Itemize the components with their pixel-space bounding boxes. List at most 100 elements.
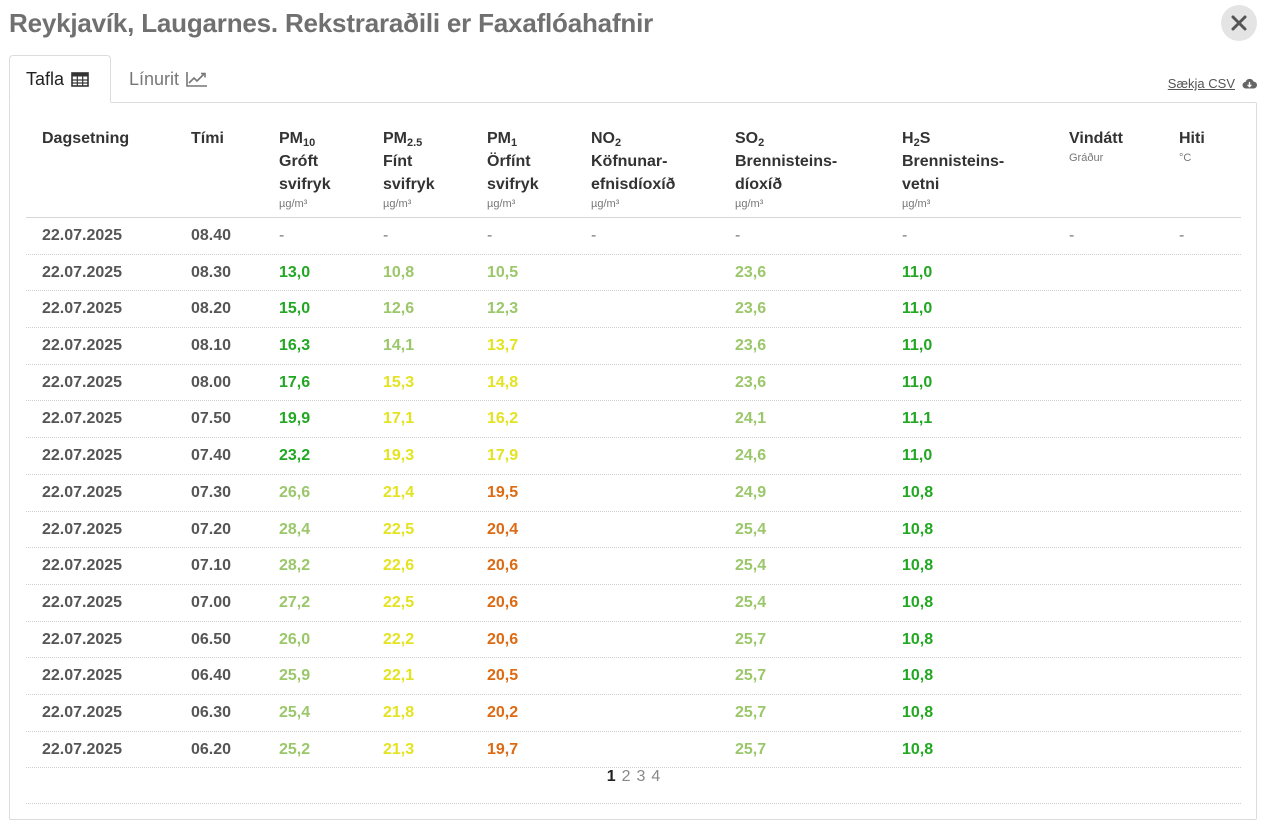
cell-date: 22.07.2025: [42, 227, 123, 244]
cell-h2s: 11,0: [902, 373, 933, 391]
cell-h2s: 11,1: [902, 410, 933, 428]
cell-h2s: 10,8: [902, 557, 934, 575]
cell-time: 08.00: [191, 373, 232, 391]
tab-table-label: Tafla: [26, 68, 65, 89]
cell-time: 07.10: [191, 557, 232, 575]
page-link[interactable]: 3: [636, 768, 646, 785]
cell-pm10: 26,0: [279, 630, 311, 648]
cell-date: 22.07.2025: [42, 410, 123, 428]
cell-time: 08.10: [191, 337, 232, 355]
cell-time: 06.20: [191, 740, 232, 758]
cell-pm25: 21,8: [383, 703, 415, 721]
cell-time: 08.20: [191, 300, 232, 318]
cell-pm10: 27,2: [279, 593, 311, 611]
cell-so2: 24,6: [735, 447, 767, 465]
cell-pm1: -: [487, 227, 493, 244]
cell-pm10: 28,4: [279, 520, 311, 538]
table-row: 22.07.2025 08.40 - - - - - - - -: [26, 218, 1241, 255]
col-temp-header[interactable]: Hiti °C: [1179, 130, 1205, 164]
close-icon: [1230, 14, 1248, 32]
page-link[interactable]: 2: [621, 768, 631, 785]
cell-pm10: 26,6: [279, 483, 311, 501]
cell-pm1: 20,2: [487, 703, 519, 721]
col-time-header[interactable]: Tími: [191, 130, 224, 147]
table-row: 22.07.2025 06.20 25,2 21,3 19,7 25,7 10,8: [26, 732, 1241, 769]
table-row: 22.07.2025 07.00 27,2 22,5 20,6 25,4 10,8: [26, 585, 1241, 622]
col-pm1-header[interactable]: PM1 Örfínt svifryk µg/m³: [487, 130, 539, 210]
table-body: 22.07.2025 08.40 - - - - - - - - 22.07.2025 08.30 13…: [26, 218, 1241, 769]
cell-pm1: 20,6: [487, 593, 519, 611]
cell-pm10: 28,2: [279, 557, 311, 575]
cell-date: 22.07.2025: [42, 483, 123, 501]
page-link[interactable]: 1: [606, 768, 616, 785]
cell-h2s: 11,0: [902, 337, 933, 355]
col-wind-header[interactable]: Vindátt Gráður: [1069, 130, 1123, 164]
table-row: 22.07.2025 08.00 17,6 15,3 14,8 23,6 11,0: [26, 365, 1241, 402]
cell-so2: 23,6: [735, 337, 767, 355]
cell-pm1: 17,9: [487, 447, 519, 465]
col-pm25-header[interactable]: PM2.5 Fínt svifryk µg/m³: [383, 130, 435, 210]
cell-so2: 25,4: [735, 557, 767, 575]
cell-pm25: 15,3: [383, 373, 415, 391]
measurement-table: Dagsetning Tími PM10 Gróft svifryk µg/m³…: [26, 103, 1241, 804]
cell-h2s: 10,8: [902, 520, 934, 538]
cell-pm25: 14,1: [383, 337, 415, 355]
cell-date: 22.07.2025: [42, 337, 123, 355]
cell-h2s: 11,0: [902, 447, 933, 465]
cell-pm1: 19,5: [487, 483, 519, 501]
cell-pm25: 22,5: [383, 593, 415, 611]
tab-table[interactable]: Tafla: [9, 55, 111, 103]
col-so2-header[interactable]: SO2 Brennisteins- díoxíð µg/m³: [735, 130, 838, 210]
cell-time: 08.40: [191, 227, 232, 244]
table-row: 22.07.2025 07.50 19,9 17,1 16,2 24,1 11,1: [26, 401, 1241, 439]
tab-line-chart[interactable]: Línurit: [129, 55, 208, 103]
cell-pm25: 21,4: [383, 483, 415, 501]
close-button[interactable]: [1221, 5, 1257, 41]
cell-so2: 25,4: [735, 520, 767, 538]
cell-pm10: 13,0: [279, 263, 311, 281]
cell-pm25: 17,1: [383, 410, 415, 428]
cell-pm1: 19,7: [487, 740, 519, 758]
page-link[interactable]: 4: [651, 768, 661, 785]
cell-date: 22.07.2025: [42, 740, 123, 758]
download-csv-link[interactable]: Sækja CSV: [1168, 76, 1257, 91]
cell-h2s: 10,8: [902, 667, 934, 685]
cell-date: 22.07.2025: [42, 630, 123, 648]
pagination-divider: [26, 803, 1241, 804]
cell-pm25: 19,3: [383, 447, 415, 465]
cell-pm25: 22,5: [383, 520, 415, 538]
cell-pm10: -: [279, 227, 285, 244]
col-h2s-header[interactable]: H2S Brennisteins- vetni µg/m³: [902, 130, 1005, 210]
cell-date: 22.07.2025: [42, 300, 123, 318]
cell-h2s: 10,8: [902, 593, 934, 611]
col-date-header[interactable]: Dagsetning: [42, 130, 130, 147]
cell-pm10: 19,9: [279, 410, 311, 428]
table-icon: [71, 71, 89, 87]
cell-so2: 25,4: [735, 593, 767, 611]
cell-time: 07.30: [191, 483, 232, 501]
cell-so2: 25,7: [735, 630, 767, 648]
cell-date: 22.07.2025: [42, 263, 123, 281]
col-pm10-header[interactable]: PM10 Gróft svifryk µg/m³: [279, 130, 331, 210]
col-no2-header[interactable]: NO2 Köfnunar- efnisdíoxíð µg/m³: [591, 130, 676, 210]
cell-so2: -: [735, 227, 741, 244]
cell-pm25: 21,3: [383, 740, 415, 758]
cell-pm25: 22,1: [383, 667, 415, 685]
cell-so2: 24,9: [735, 483, 767, 501]
cell-time: 07.40: [191, 447, 232, 465]
cell-so2: 25,7: [735, 703, 767, 721]
cell-date: 22.07.2025: [42, 667, 123, 685]
cell-pm1: 10,5: [487, 263, 519, 281]
cell-date: 22.07.2025: [42, 557, 123, 575]
cell-time: 06.40: [191, 667, 232, 685]
line-chart-icon: [186, 71, 208, 87]
cell-so2: 25,7: [735, 740, 767, 758]
cell-pm1: 20,4: [487, 520, 519, 538]
table-row: 22.07.2025 08.20 15,0 12,6 12,3 23,6 11,0: [26, 291, 1241, 329]
table-row: 22.07.2025 07.20 28,4 22,5 20,4 25,4 10,8: [26, 512, 1241, 549]
table-row: 22.07.2025 07.10 28,2 22,6 20,6 25,4 10,8: [26, 548, 1241, 585]
cell-wind: -: [1069, 227, 1075, 244]
cell-time: 07.20: [191, 520, 232, 538]
download-csv-label: Sækja CSV: [1167, 76, 1235, 91]
